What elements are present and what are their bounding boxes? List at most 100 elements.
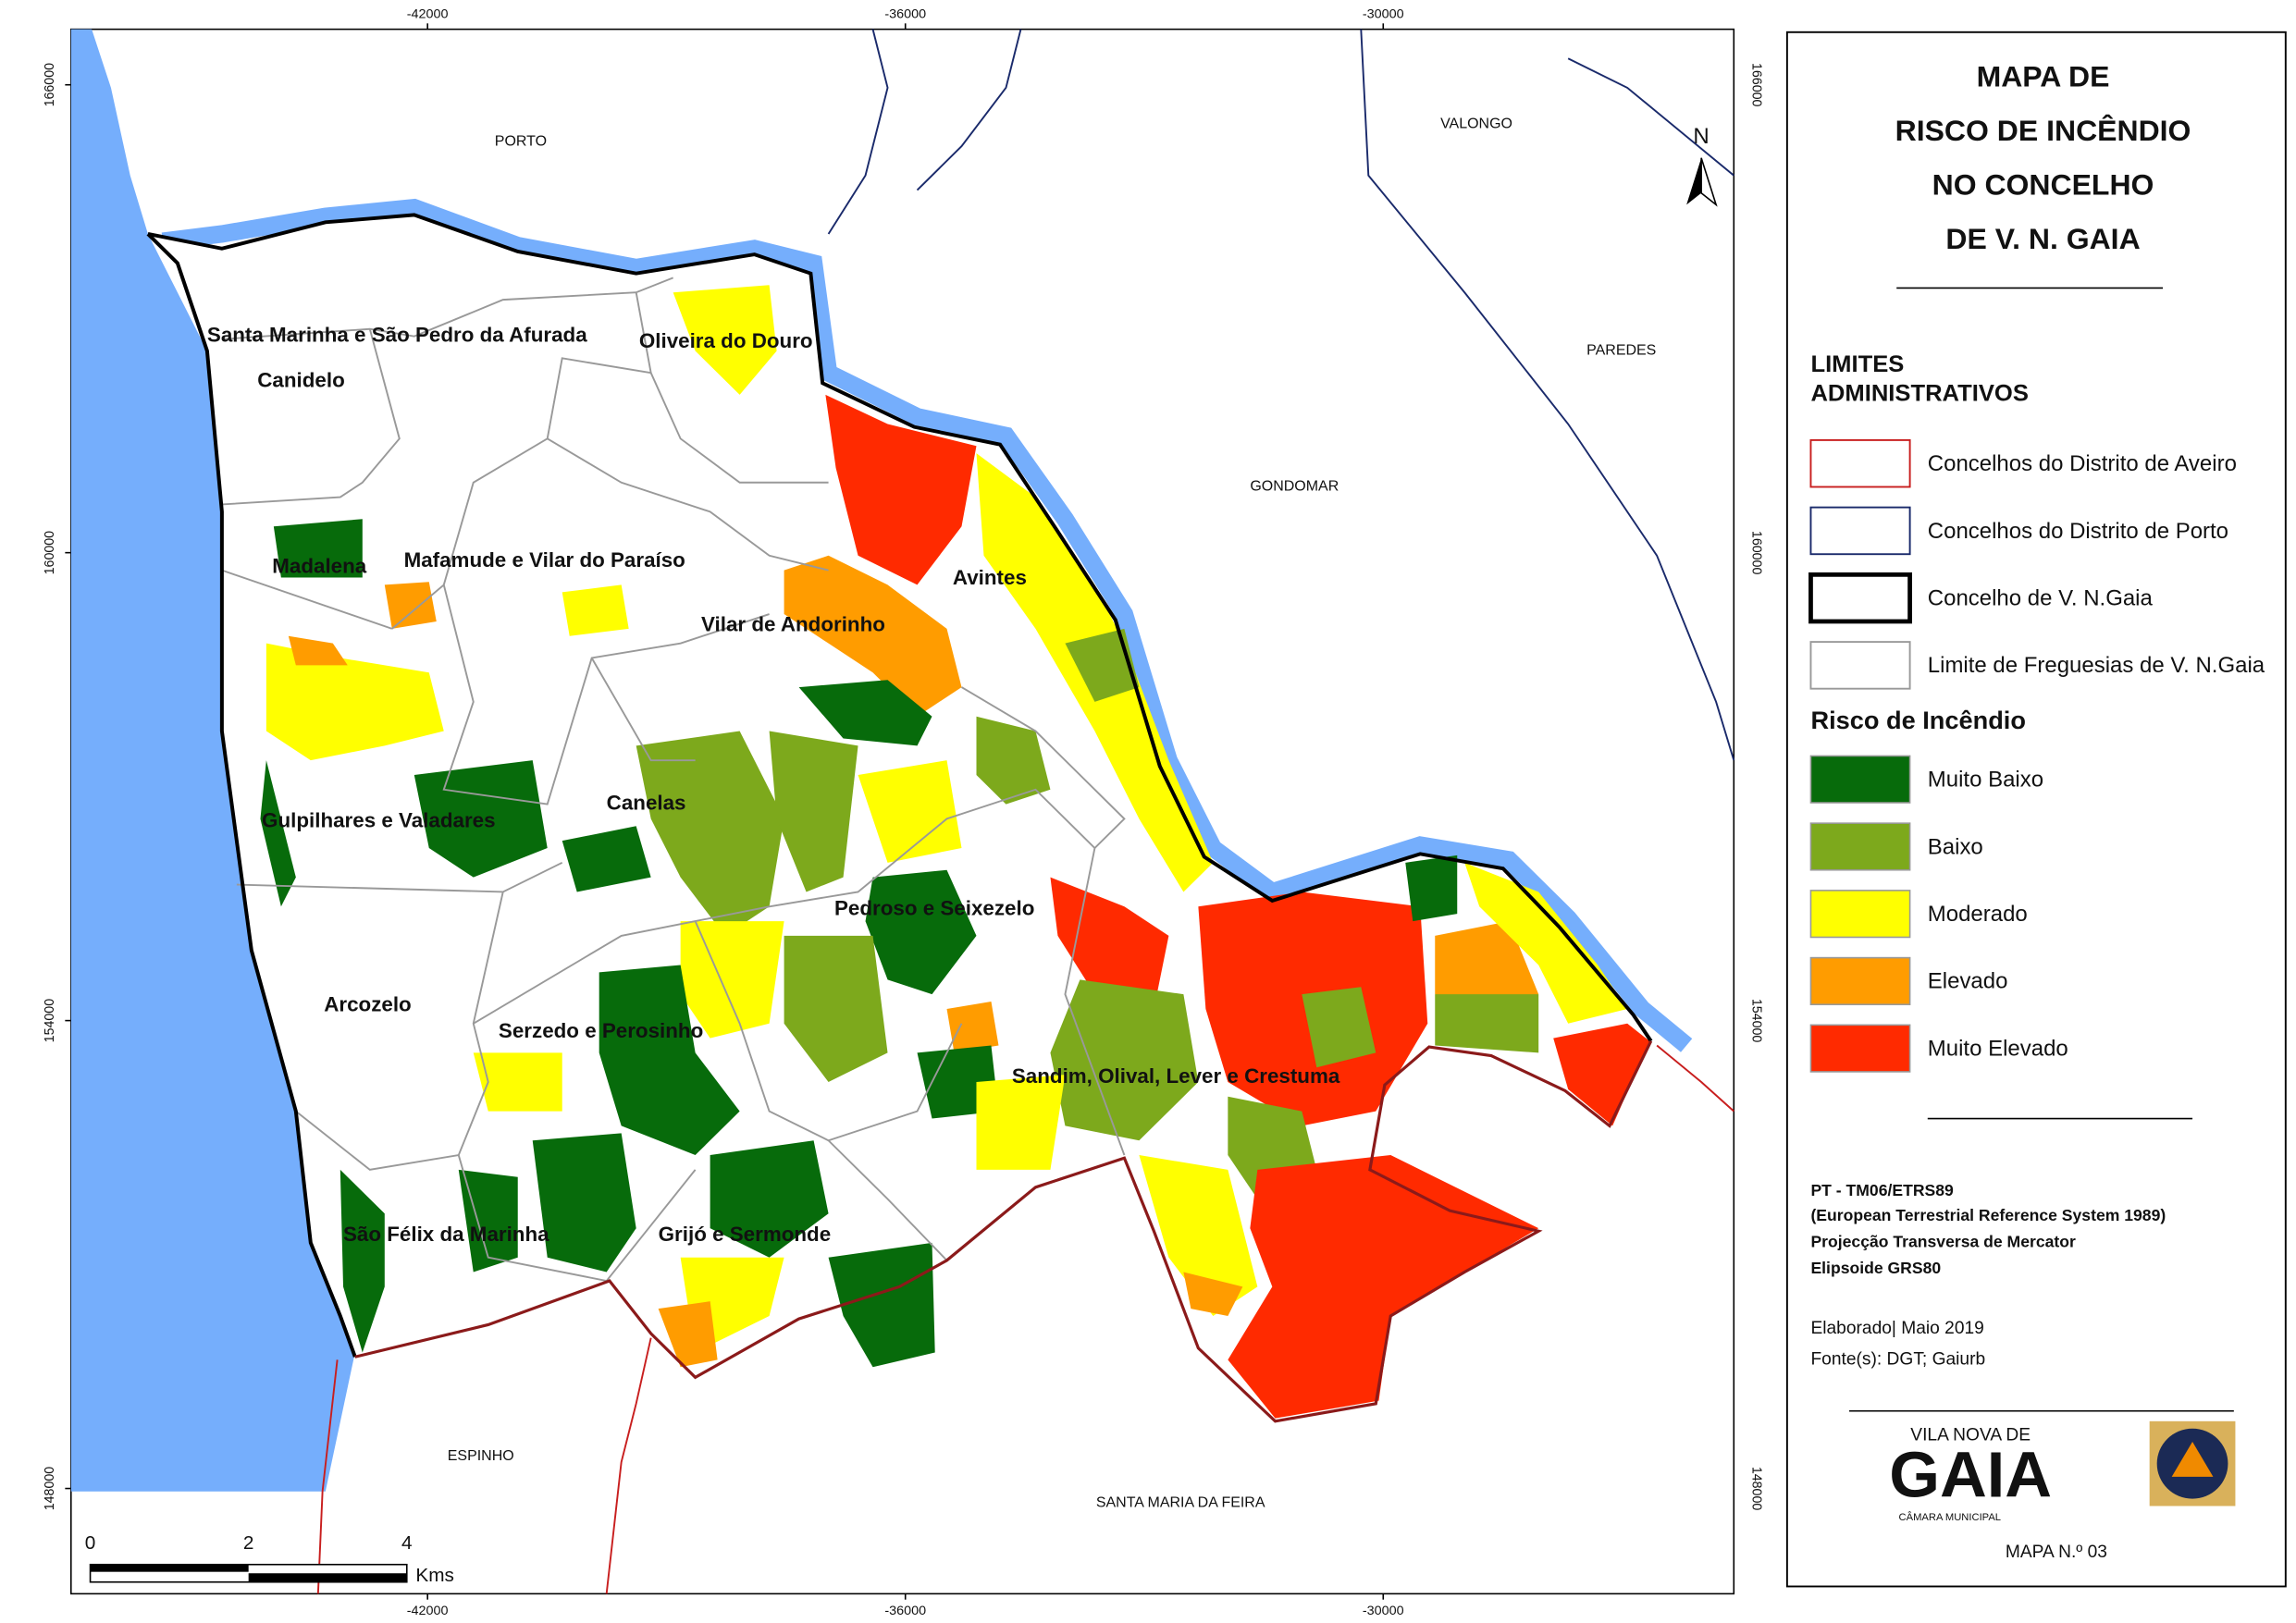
neighbour-label: GONDOMAR: [1250, 479, 1339, 495]
title-line: RISCO DE INCÊNDIO: [1895, 114, 2191, 147]
legend-swatch: [1809, 755, 1911, 804]
legend-label: Concelhos do Distrito de Aveiro: [1928, 451, 2237, 476]
risk-area: [599, 965, 740, 1156]
x-tick-label: -42000: [407, 1604, 449, 1618]
risk-area: [1435, 921, 1539, 1009]
legend-swatch: [1809, 506, 1911, 556]
risk-area: [384, 582, 437, 629]
risk-area: [976, 1075, 1066, 1170]
legend-label: Concelhos do Distrito de Porto: [1928, 519, 2228, 544]
gaia-south-boundary: [354, 1040, 1653, 1423]
legend-swatch: [1809, 956, 1911, 1005]
y-tick-label: 160000: [43, 531, 57, 574]
x-tick-label: -36000: [884, 1604, 926, 1618]
porto-district-border: [827, 29, 1735, 761]
parish-label: Madalena: [272, 554, 367, 577]
y-tick-label: 160000: [1748, 531, 1763, 574]
projection-line: (European Terrestrial Reference System 1…: [1810, 1206, 2166, 1224]
risk-area: [865, 869, 977, 995]
legend-label: Concelho de V. N.Gaia: [1928, 586, 2154, 611]
legend-label: Muito Elevado: [1928, 1037, 2068, 1062]
neighbour-label: PAREDES: [1586, 343, 1656, 359]
parish-label: São Félix da Marinha: [343, 1223, 549, 1246]
panel-frame: [1785, 31, 2287, 1588]
parish-label: Gulpilhares e Valadares: [262, 809, 495, 832]
risk-area: [976, 716, 1051, 805]
risk-area: [1435, 994, 1539, 1053]
north-label: N: [1693, 124, 1709, 149]
legend-heading: ADMINISTRATIVOS: [1810, 381, 2028, 407]
risk-area: [1050, 877, 1169, 1009]
risk-area: [458, 1169, 518, 1273]
risk-area: [473, 1052, 562, 1112]
logo-text: VILA NOVA DE: [1910, 1426, 2031, 1445]
legend-heading: Risco de Incêndio: [1810, 707, 2026, 734]
sea: [70, 29, 355, 1492]
aveiro-district-border: [316, 1044, 1734, 1594]
risk-area: [769, 731, 858, 892]
credit-line: Fonte(s): DGT; Gaiurb: [1810, 1350, 1985, 1370]
legend-label: Limite de Freguesias de V. N.Gaia: [1928, 653, 2265, 678]
risk-area: [1405, 855, 1458, 922]
risk-area: [260, 760, 296, 907]
credit-line: Elaborado| Maio 2019: [1810, 1319, 1983, 1338]
neighbour-label: VALONGO: [1440, 117, 1512, 132]
map: PORTO VALONGO PAREDES GONDOMAR ESPINHO S…: [69, 28, 1735, 1595]
risk-area: [710, 1140, 829, 1258]
risk-area: [858, 760, 962, 863]
parish-label: Grijó e Sermonde: [659, 1223, 832, 1246]
risk-area: [1065, 628, 1140, 702]
legend-label: Elevado: [1928, 969, 2008, 994]
parish-label: Sandim, Olival, Lever e Crestuma: [1012, 1064, 1340, 1088]
parish-label: Oliveira do Douro: [639, 329, 813, 352]
risk-area: [636, 731, 784, 936]
parish-label: Santa Marinha e São Pedro da Afurada: [207, 324, 587, 347]
y-tick-label: 148000: [43, 1467, 57, 1510]
risk-area: [562, 584, 629, 636]
scale-label: 2: [243, 1532, 254, 1554]
risk-area: [532, 1133, 636, 1273]
x-tick-label: -42000: [407, 7, 449, 22]
risk-area: [798, 680, 932, 746]
neighbour-label: SANTA MARIA DA FEIRA: [1096, 1495, 1265, 1511]
gaia-boundary: [146, 213, 1653, 1358]
risk-area: [784, 555, 962, 717]
risk-area: [946, 1002, 999, 1053]
risk-area: [825, 394, 977, 585]
y-tick-label: 148000: [1748, 1467, 1763, 1510]
x-tick-label: -30000: [1363, 7, 1404, 22]
parish-label: Pedroso e Seixezelo: [834, 896, 1034, 919]
projection-line: PT - TM06/ETRS89: [1810, 1181, 1954, 1199]
legend-swatch: [1809, 641, 1911, 690]
parish-boundary: [221, 277, 1126, 1282]
risk-area: [1183, 1272, 1243, 1316]
risk-area: [828, 1242, 935, 1368]
coordinates: -42000 -36000 -30000 -42000 -36000 -3000…: [43, 7, 1763, 1618]
risk-area: [1228, 1155, 1539, 1419]
parish-label: Arcozelo: [324, 993, 412, 1016]
risk-area: [1464, 862, 1628, 1024]
parish-label: Mafamude e Vilar do Paraíso: [404, 548, 685, 572]
risk-area: [673, 285, 777, 395]
douro-river: [161, 198, 1693, 1052]
legend-swatch: [1809, 438, 1911, 488]
title-line: DE V. N. GAIA: [1945, 222, 2140, 255]
y-tick-label: 154000: [1748, 999, 1763, 1042]
risk-area: [1302, 987, 1376, 1068]
logo-word: GAIA: [1889, 1439, 2052, 1511]
legend-swatch: [1809, 1024, 1911, 1073]
risk-area: [658, 1301, 718, 1368]
parish-label: Canelas: [607, 792, 686, 815]
scale-bar-segment: [248, 1573, 407, 1582]
risk-area: [288, 635, 348, 666]
legend-label: Muito Baixo: [1928, 768, 2043, 793]
legend-panel: MAPA DE RISCO DE INCÊNDIO NO CONCELHO DE…: [1785, 31, 2287, 1588]
legend-label: Moderado: [1928, 902, 2028, 927]
x-tick-label: -30000: [1363, 1604, 1404, 1618]
y-tick-label: 166000: [1748, 63, 1763, 106]
risk-area: [1139, 1155, 1258, 1316]
legend-heading: LIMITES: [1810, 351, 1904, 377]
title-line: MAPA DE: [1977, 60, 2110, 93]
risk-areas: [260, 285, 1650, 1419]
scale-label: 4: [401, 1532, 413, 1554]
